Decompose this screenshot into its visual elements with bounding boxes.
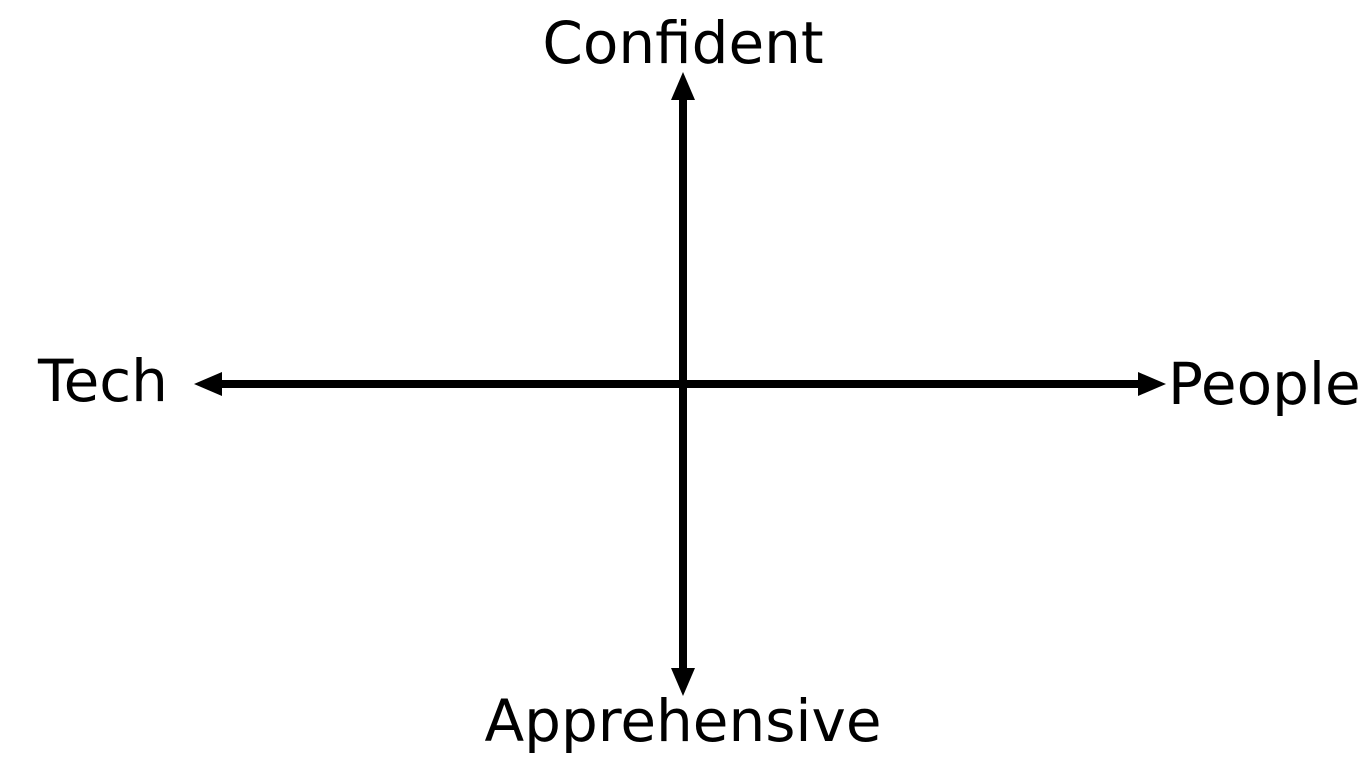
- right-arrowhead-icon: [1138, 372, 1166, 396]
- axis-label-bottom: Apprehensive: [484, 687, 882, 755]
- axis-label-top: Confident: [542, 9, 824, 77]
- down-arrowhead-icon: [671, 668, 695, 696]
- up-arrowhead-icon: [671, 72, 695, 100]
- axis-label-right: People: [1168, 350, 1361, 418]
- left-arrowhead-icon: [194, 372, 222, 396]
- axis-label-left: Tech: [38, 347, 168, 415]
